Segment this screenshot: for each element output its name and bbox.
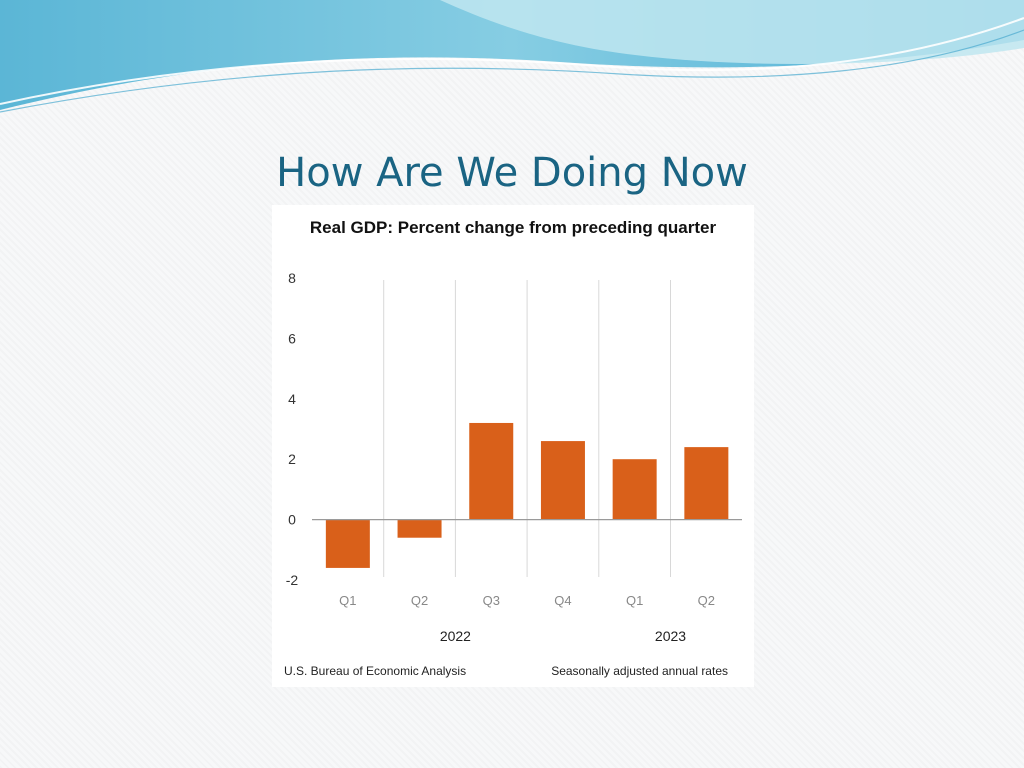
x-tick-label: Q3	[483, 593, 500, 608]
bar	[684, 447, 729, 520]
x-tick-label: Q2	[411, 593, 428, 608]
slide-title: How Are We Doing Now	[276, 150, 748, 196]
chart-card: Real GDP: Percent change from preceding …	[272, 205, 754, 687]
y-tick-label: 4	[288, 391, 296, 407]
x-tick-label: Q1	[626, 593, 643, 608]
x-tick-label: Q1	[339, 593, 356, 608]
x-tick-label: Q4	[554, 593, 571, 608]
y-tick-label: 8	[288, 270, 296, 286]
bar	[469, 422, 514, 520]
y-tick-label: -2	[286, 572, 299, 588]
rate-note: Seasonally adjusted annual rates	[551, 664, 728, 678]
x-tick-label: Q2	[698, 593, 715, 608]
bar	[540, 441, 585, 520]
header-banner	[0, 0, 1024, 113]
source-note: U.S. Bureau of Economic Analysis	[284, 664, 466, 678]
year-label: 2023	[655, 628, 686, 644]
year-label: 2022	[440, 628, 471, 644]
bar	[612, 459, 657, 520]
y-tick-label: 0	[288, 512, 296, 528]
bar-chart: Real GDP: Percent change from preceding …	[284, 218, 742, 678]
chart-title: Real GDP: Percent change from preceding …	[310, 218, 717, 237]
y-tick-label: 2	[288, 451, 296, 467]
y-tick-label: 6	[288, 330, 296, 346]
bar	[397, 519, 442, 538]
bar	[325, 519, 370, 568]
